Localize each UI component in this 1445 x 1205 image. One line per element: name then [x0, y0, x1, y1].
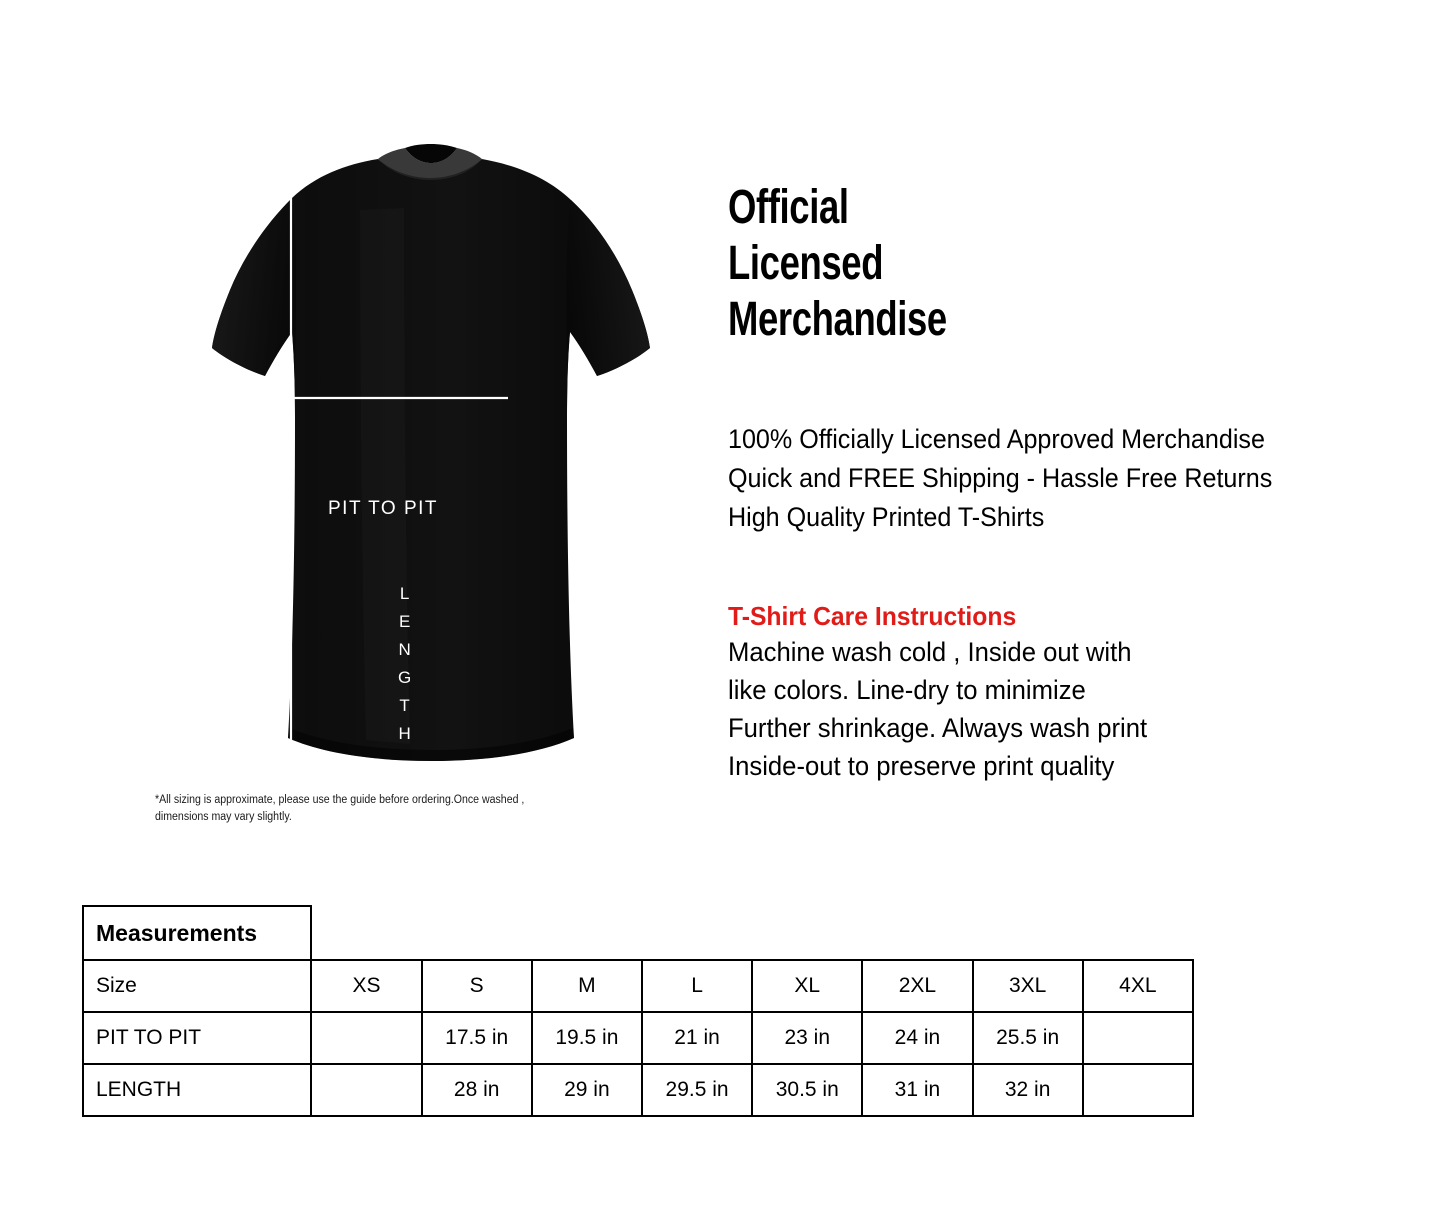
size-row-label: Size: [81, 959, 313, 1013]
length-xs: [310, 1063, 423, 1117]
pit-to-pit-m: 19.5 in: [530, 1011, 643, 1065]
pit-to-pit-l: 21 in: [640, 1011, 754, 1065]
promo-benefits-list: 100% Officially Licensed Approved Mercha…: [728, 420, 1421, 537]
right-sleeve-shading: [566, 200, 650, 418]
pit-to-pit-s: 17.5 in: [420, 1011, 533, 1065]
collar-inner-shadow: [405, 144, 457, 163]
pit-to-pit-row-label: PIT TO PIT: [81, 1011, 313, 1065]
promo-panel: Official Licensed Merchandise 100% Offic…: [728, 180, 1428, 785]
size-header-xl: XL: [751, 959, 864, 1013]
care-instructions-body: Machine wash cold , Inside out with like…: [728, 633, 1260, 785]
promo-benefit-item: High Quality Printed T-Shirts: [728, 502, 1045, 532]
length-2xl: 31 in: [861, 1063, 974, 1117]
pit-to-pit-4xl: [1081, 1011, 1195, 1065]
title-row-spacer: [311, 906, 1193, 960]
sizing-disclaimer: *All sizing is approximate, please use t…: [155, 794, 525, 823]
fabric-highlight: [360, 208, 410, 744]
left-sleeve-shading: [212, 198, 297, 418]
length-m: 29 in: [530, 1063, 643, 1117]
shirt-collar: [378, 148, 482, 180]
pit-to-pit-2xl: 24 in: [861, 1011, 974, 1065]
tshirt-size-diagram: PIT TO PIT L E N G T H: [110, 140, 670, 790]
shirt-body-shape: [212, 159, 650, 761]
length-l: 29.5 in: [640, 1063, 754, 1117]
care-instruction-line: Further shrinkage. Always wash print: [728, 713, 1148, 743]
tshirt-illustration: [212, 144, 650, 762]
size-header-xs: XS: [310, 959, 423, 1013]
table-row-sizes: Size XS S M L XL 2XL 3XL 4XL: [81, 959, 1195, 1013]
promo-benefit-item: Quick and FREE Shipping - Hassle Free Re…: [728, 463, 1273, 493]
length-xl: 30.5 in: [751, 1063, 864, 1117]
table-row-title: Measurements: [81, 905, 1193, 961]
care-instruction-line: like colors. Line-dry to minimize: [728, 675, 1086, 705]
size-chart-table: Measurements Size XS S M L XL 2XL 3XL 4X…: [81, 905, 1195, 1117]
length-row-label: LENGTH: [81, 1063, 313, 1117]
promo-benefit-item: 100% Officially Licensed Approved Mercha…: [728, 424, 1265, 454]
size-chart: Measurements Size XS S M L XL 2XL 3XL 4X…: [81, 905, 1195, 1117]
shirt-hem: [288, 728, 574, 761]
size-header-m: M: [530, 959, 643, 1013]
size-header-l: L: [640, 959, 754, 1013]
pit-to-pit-xl: 23 in: [751, 1011, 864, 1065]
promo-title: Official Licensed Merchandise: [728, 180, 1412, 348]
care-instruction-line: Inside-out to preserve print quality: [728, 751, 1115, 781]
pit-to-pit-xs: [310, 1011, 423, 1065]
table-row-pit-to-pit: PIT TO PIT 17.5 in 19.5 in 21 in 23 in 2…: [81, 1011, 1195, 1065]
care-instructions-heading: T-Shirt Care Instructions: [728, 601, 1017, 631]
pit-to-pit-3xl: 25.5 in: [971, 1011, 1084, 1065]
care-instruction-line: Machine wash cold , Inside out with: [728, 637, 1132, 667]
size-header-4xl: 4XL: [1081, 959, 1195, 1013]
promo-title-line: Official: [728, 181, 849, 234]
length-4xl: [1081, 1063, 1195, 1117]
size-header-2xl: 2XL: [861, 959, 974, 1013]
promo-title-line: Licensed: [728, 237, 884, 290]
size-header-3xl: 3XL: [971, 959, 1084, 1013]
promo-title-line: Merchandise: [728, 293, 947, 346]
size-header-s: S: [420, 959, 533, 1013]
length-s: 28 in: [420, 1063, 533, 1117]
table-row-length: LENGTH 28 in 29 in 29.5 in 30.5 in 31 in…: [81, 1063, 1195, 1117]
measurements-title: Measurements: [81, 905, 313, 961]
care-instructions-block: T-Shirt Care Instructions Machine wash c…: [728, 599, 1428, 785]
length-3xl: 32 in: [971, 1063, 1084, 1117]
